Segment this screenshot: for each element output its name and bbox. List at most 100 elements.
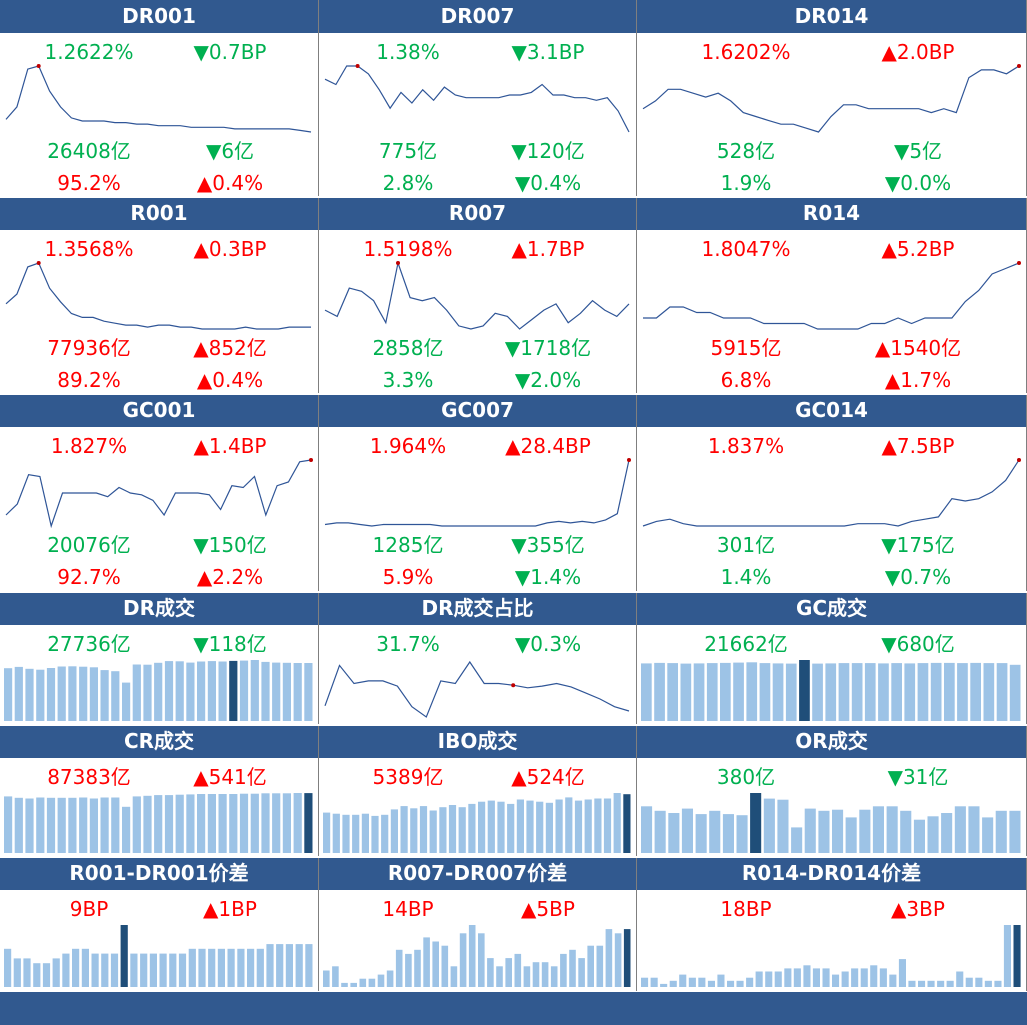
bar xyxy=(439,807,447,853)
bar xyxy=(304,663,313,721)
bar xyxy=(91,953,99,987)
bar xyxy=(614,933,622,987)
max-point-marker xyxy=(1017,458,1021,462)
metric-value: 2.8% xyxy=(382,171,434,195)
metric-change: ▼1718亿 xyxy=(504,336,592,360)
metric-change: ▲0.4% xyxy=(196,171,264,195)
bar xyxy=(164,795,174,853)
bar xyxy=(693,663,705,721)
bar xyxy=(175,794,184,853)
metric-change: ▲524亿 xyxy=(511,765,585,789)
bar xyxy=(36,797,45,853)
metric-change: ▼0.4% xyxy=(514,171,582,195)
max-point-marker xyxy=(36,64,41,68)
bar xyxy=(596,945,604,987)
bar xyxy=(706,663,718,721)
bar xyxy=(276,944,284,987)
bar xyxy=(111,671,120,721)
bar xyxy=(186,662,195,721)
bar xyxy=(197,661,206,721)
metric-value: 775亿 xyxy=(378,139,438,163)
bar xyxy=(198,948,206,987)
bar xyxy=(994,980,1002,987)
bar xyxy=(256,948,264,987)
metric-change: ▼1.4% xyxy=(514,565,582,589)
bar xyxy=(641,663,652,721)
bar xyxy=(832,809,844,853)
bar xyxy=(207,794,216,853)
bar xyxy=(785,663,797,721)
highlight-bar xyxy=(750,793,762,853)
bar xyxy=(62,953,70,987)
bar xyxy=(957,663,968,721)
bar xyxy=(825,663,837,721)
bar xyxy=(968,806,980,853)
highlight-bar xyxy=(799,660,810,721)
panel-r007-dr007: R007-DR007价差 14BP ▲5BP xyxy=(319,857,637,991)
bar xyxy=(250,660,259,721)
highlight-bar xyxy=(623,794,631,853)
bar xyxy=(25,668,34,721)
bar xyxy=(217,948,225,987)
bar xyxy=(569,949,576,987)
bar xyxy=(239,793,249,853)
bar xyxy=(845,817,857,853)
bar xyxy=(89,667,98,721)
bar xyxy=(359,978,367,987)
bar xyxy=(410,808,418,853)
metric-change: ▲1.7BP xyxy=(511,237,585,261)
bar xyxy=(851,968,859,987)
bar xyxy=(1009,810,1021,853)
bar xyxy=(79,666,88,721)
bar xyxy=(323,970,330,987)
max-point-marker xyxy=(355,64,360,68)
bar xyxy=(57,666,66,721)
bar-chart xyxy=(641,660,1021,721)
bar xyxy=(25,798,34,853)
bar xyxy=(132,664,141,721)
max-point-marker xyxy=(1017,64,1021,68)
panel-title: DR成交占比 xyxy=(319,592,636,625)
metric-value: 1.964% xyxy=(369,434,447,458)
bar xyxy=(668,813,680,853)
bar xyxy=(812,663,823,721)
bar xyxy=(523,966,531,987)
panel-gc007: GC007 1.964% ▲28.4BP 1285亿 ▼355亿 5.9% ▼1.4% xyxy=(319,394,637,592)
bar xyxy=(763,798,775,853)
bar xyxy=(927,980,935,987)
bar-chart xyxy=(641,793,1021,853)
metric-change: ▼120亿 xyxy=(511,139,585,163)
bar xyxy=(423,937,430,987)
bar xyxy=(982,817,994,853)
bar xyxy=(1009,664,1021,721)
bar xyxy=(237,948,245,987)
metric-change: ▼6亿 xyxy=(205,139,255,163)
panel-r001: R001 1.3568% ▲0.3BP 77936亿 ▲852亿 89.2% ▲0.4% xyxy=(0,197,319,394)
bar xyxy=(132,796,141,853)
series-line xyxy=(324,660,630,718)
highlight-bar xyxy=(304,793,313,853)
bar xyxy=(122,682,131,721)
bar xyxy=(368,978,376,987)
panel-title: GC成交 xyxy=(637,592,1026,625)
bar xyxy=(487,800,495,853)
bar xyxy=(487,958,494,987)
max-point-marker xyxy=(36,261,41,265)
bar xyxy=(293,663,302,721)
metric-change: ▼118亿 xyxy=(193,632,267,656)
bar xyxy=(904,663,916,721)
series-line xyxy=(642,65,1020,133)
metric-value: 18BP xyxy=(720,897,772,921)
bar xyxy=(188,948,196,987)
bar xyxy=(516,799,524,853)
metric-change: ▲7.5BP xyxy=(881,434,955,458)
bar xyxy=(111,797,120,853)
bar xyxy=(804,808,816,853)
bar xyxy=(886,806,898,853)
metric-change: ▼0.7BP xyxy=(193,40,267,64)
metric-change: ▲1BP xyxy=(203,897,257,921)
bar xyxy=(889,974,897,987)
metric-value: 89.2% xyxy=(57,368,121,392)
bar xyxy=(870,965,878,987)
bar xyxy=(594,798,602,853)
